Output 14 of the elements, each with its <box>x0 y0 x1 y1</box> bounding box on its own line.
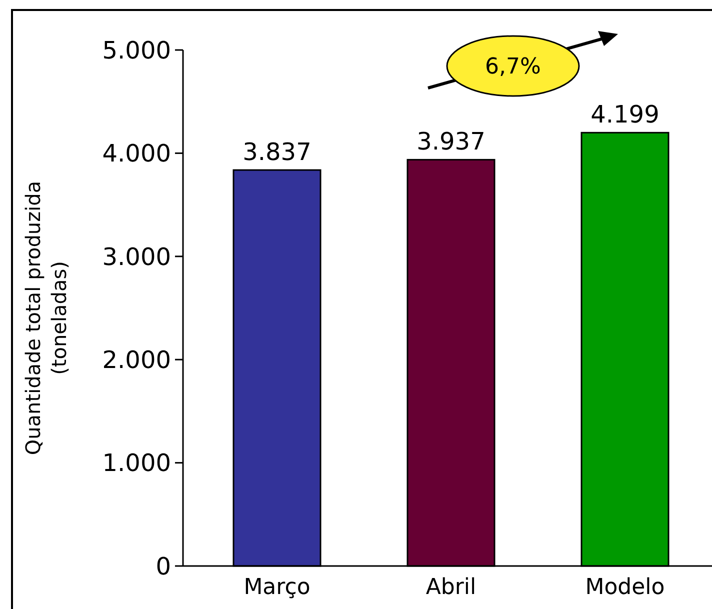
data-label: 4.199 <box>590 100 660 129</box>
data-label: 3.837 <box>242 138 312 166</box>
y-tick-label: 1.000 <box>102 449 171 478</box>
y-tick-label: 2.000 <box>102 346 171 374</box>
y-tick-label: 3.000 <box>102 242 171 271</box>
y-tick-label: 0 <box>156 552 171 580</box>
x-tick-label: Abril <box>426 575 476 600</box>
y-tick-label: 5.000 <box>102 36 171 64</box>
y-axis-title: Quantidade total produzida (toneladas) <box>21 180 71 456</box>
x-tick-label: Modelo <box>585 575 665 600</box>
annotation: 6,7% <box>485 54 541 80</box>
y-tick-label: 4.000 <box>102 140 171 168</box>
x-tick-label: Março <box>244 575 310 600</box>
data-label: 3.937 <box>416 128 486 156</box>
